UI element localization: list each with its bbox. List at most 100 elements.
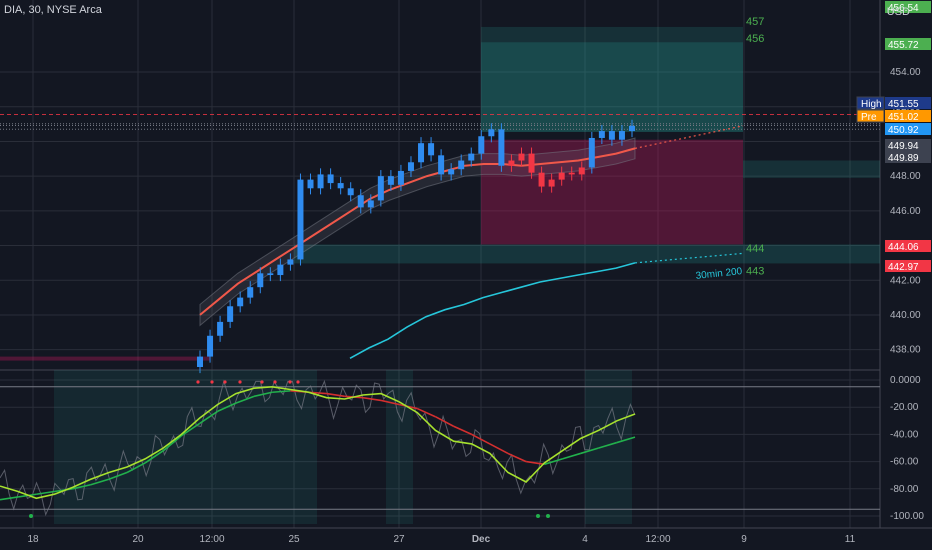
oscillator-signal-dot: [260, 380, 264, 384]
oscillator-highlight: [585, 370, 632, 524]
price-tag: 444.06: [885, 240, 931, 253]
oscillator-signal-dot: [296, 380, 300, 384]
price-tick-label: 440.00: [890, 310, 921, 321]
price-tag-box: [885, 1, 931, 13]
candle-body: [307, 179, 314, 189]
time-tick-label: 9: [741, 534, 747, 545]
oscillator-slow-segment: [526, 460, 545, 466]
candle-body: [347, 188, 354, 196]
oscillator-slow-segment: [72, 483, 91, 490]
candle-body: [588, 137, 595, 168]
oscillator-signal-dot: [210, 380, 214, 384]
price-tag: 456.54: [885, 1, 931, 14]
ema-fast-projection: [634, 125, 744, 149]
oscillator-slow-segment: [380, 399, 400, 406]
candle-body: [377, 176, 384, 201]
oscillator-slow-segment: [36, 490, 55, 496]
candle-body: [538, 172, 545, 187]
oscillator-signal-dot: [546, 514, 550, 518]
candle-body: [618, 131, 625, 140]
candle-body: [337, 183, 344, 189]
oscillator-slow-segment: [162, 435, 182, 452]
oscillator-signal-dot: [223, 380, 227, 384]
candle-body: [468, 153, 475, 161]
oscillator-slow-segment: [416, 407, 436, 418]
price-tag-value: 451.55: [888, 99, 919, 110]
chart-grid: [0, 0, 932, 529]
candle-body: [458, 160, 465, 170]
oscillator-slow-segment: [562, 452, 581, 460]
price-tag-name: Pre: [861, 112, 877, 123]
time-tick-label: 20: [132, 534, 144, 545]
lower-zone: [0, 356, 210, 361]
oscillator-slow-segment: [0, 496, 19, 501]
candle-body: [548, 179, 555, 187]
candle-body: [448, 169, 455, 175]
oscillator-slow-segment: [90, 478, 110, 486]
price-tag-badge: [856, 96, 885, 110]
price-tag-value: 442.97: [888, 262, 919, 273]
price-tag-box: [885, 38, 931, 50]
oscillator-signal-dot: [238, 380, 242, 384]
oscillator-slow-segment: [199, 410, 219, 425]
oscillator-slow-segment: [126, 462, 146, 474]
price-tag-box: [885, 139, 931, 151]
candle-body: [357, 195, 364, 208]
oscillator-signal-dot: [273, 380, 277, 384]
candle-body: [407, 162, 414, 171]
target-zone-extension: [481, 26, 743, 43]
ema-slow-projection: [634, 252, 744, 264]
symbol-title: DIA, 30, NYSE Arca: [4, 4, 102, 16]
price-tag-badge: [856, 109, 885, 123]
candle-body: [518, 153, 525, 161]
time-tick-label: 11: [845, 534, 856, 545]
oscillator-signal-dot: [288, 380, 292, 384]
price-tag-box: [885, 97, 931, 109]
price-tick-label: 448.00: [890, 171, 921, 182]
price-tag-value: 456.54: [888, 3, 919, 14]
oscillator-slow-segment: [326, 392, 345, 398]
zone-label: 456: [746, 33, 764, 45]
oscillator-highlight: [54, 370, 317, 524]
candle-body: [197, 356, 203, 367]
price-tag-value: 449.89: [888, 153, 919, 164]
price-tag-box: [885, 151, 931, 163]
target-zone: [481, 42, 743, 132]
price-tag-box: [885, 110, 931, 122]
price-tick-label: 442.00: [890, 275, 921, 286]
time-axis: 18 20 12:00 25 27 Dec 4 12:00 9 11: [27, 534, 855, 545]
zone-label: 443: [746, 266, 764, 278]
currency-label[interactable]: USD: [886, 6, 910, 18]
oscillator-signal-dot: [196, 380, 200, 384]
oscillator-tick-label: -20.00: [890, 402, 919, 413]
oscillator-slow-segment: [235, 395, 255, 404]
oscillator-fast-line: [0, 385, 636, 500]
candle-body: [367, 200, 374, 208]
oscillator-slow-segment: [598, 441, 618, 449]
candlesticks: [197, 119, 635, 374]
candle-body: [297, 179, 304, 260]
time-tick-label: 12:00: [199, 534, 224, 545]
oscillator-slow-segment: [544, 458, 563, 466]
oscillator-tick-label: -60.00: [890, 457, 919, 468]
candle-body: [207, 335, 214, 357]
ema-slow-label: 30min 200: [695, 266, 743, 282]
oscillator-slow-segment: [616, 436, 636, 444]
candle-body: [568, 172, 575, 175]
price-tick-label: 454.00: [890, 67, 921, 78]
candle-body: [327, 174, 334, 184]
time-tick-label: 18: [27, 534, 39, 545]
candle-body: [418, 143, 425, 163]
oscillator-slow-segment: [108, 471, 128, 481]
candle-body: [247, 287, 254, 298]
price-tag-value: 455.72: [888, 40, 919, 51]
candle-body: [498, 129, 505, 166]
price-tag-value: 451.02: [888, 112, 919, 123]
price-tag: 449.94: [885, 139, 931, 152]
oscillator-slow-segment: [253, 391, 273, 398]
oscillator-slow-segment: [489, 443, 509, 455]
zone-label: 457: [746, 16, 764, 28]
candle-body: [277, 264, 284, 276]
zone-label: 444: [746, 243, 764, 255]
